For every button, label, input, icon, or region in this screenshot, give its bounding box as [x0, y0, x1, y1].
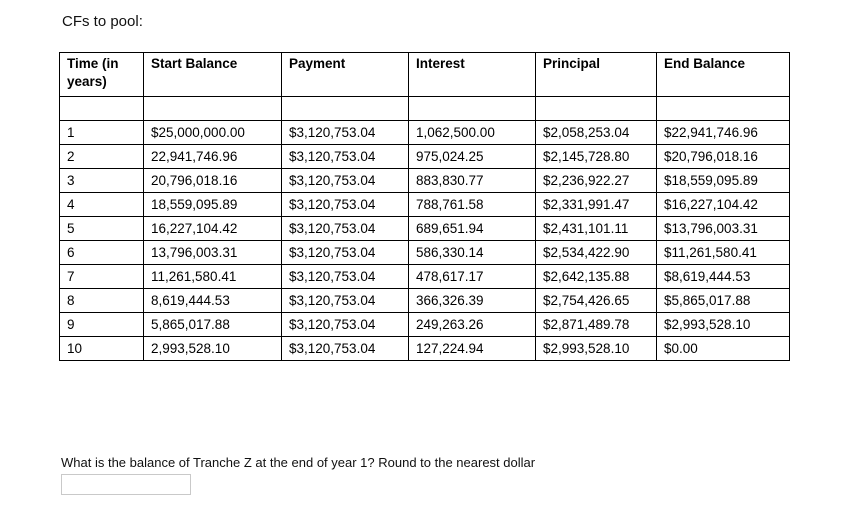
table-cell: $11,261,580.41	[656, 240, 790, 265]
empty-cell	[59, 96, 144, 121]
empty-cell	[408, 96, 536, 121]
table-body: 1 $25,000,000.00 $3,120,753.04 1,062,500.00…	[59, 96, 790, 361]
table-cell: $2,431,101.11	[535, 216, 657, 241]
table-cell: $2,754,426.65	[535, 288, 657, 313]
table-row: 4 18,559,095.89 $3,120,753.04 788,761.58 $2,…	[59, 192, 790, 217]
table-cell: 18,559,095.89	[143, 192, 282, 217]
table-cell: $2,236,922.27	[535, 168, 657, 193]
table-cell: 689,651.94	[408, 216, 536, 241]
table-cell: 2	[59, 144, 144, 169]
question-text: What is the balance of Tranche Z at the …	[61, 455, 536, 470]
empty-cell	[535, 96, 657, 121]
table-cell: 883,830.77	[408, 168, 536, 193]
table-cell: 788,761.58	[408, 192, 536, 217]
table-row: 9 5,865,017.88 $3,120,753.04 249,263.26 $2,8…	[59, 312, 790, 337]
table-cell: 975,024.25	[408, 144, 536, 169]
table-cell: 1,062,500.00	[408, 120, 536, 145]
table-cell: $2,993,528.10	[656, 312, 790, 337]
table-cell: $2,642,135.88	[535, 264, 657, 289]
table-cell: $3,120,753.04	[281, 264, 409, 289]
header-cell: Principal	[535, 52, 657, 97]
table-cell: $16,227,104.42	[656, 192, 790, 217]
table-cell: 5,865,017.88	[143, 312, 282, 337]
table-cell: 2,993,528.10	[143, 336, 282, 361]
table-cell: $5,865,017.88	[656, 288, 790, 313]
cashflow-table: Time (in years) Start Balance Payment Inter…	[59, 52, 790, 361]
table-cell: $18,559,095.89	[656, 168, 790, 193]
table-empty-row	[59, 96, 790, 121]
table-cell: $0.00	[656, 336, 790, 361]
table-cell: $3,120,753.04	[281, 288, 409, 313]
table-cell: 11,261,580.41	[143, 264, 282, 289]
header-cell: Interest	[408, 52, 536, 97]
header-cell: Payment	[281, 52, 409, 97]
table-header-row: Time (in years) Start Balance Payment Inter…	[59, 52, 790, 97]
table-cell: 127,224.94	[408, 336, 536, 361]
table-cell: $3,120,753.04	[281, 144, 409, 169]
table-row: 10 2,993,528.10 $3,120,753.04 127,224.94 $2,…	[59, 336, 790, 361]
table-cell: $3,120,753.04	[281, 216, 409, 241]
table-row: 5 16,227,104.42 $3,120,753.04 689,651.94 $2,…	[59, 216, 790, 241]
table-row: 8 8,619,444.53 $3,120,753.04 366,326.39 $2,7…	[59, 288, 790, 313]
table-cell: $2,145,728.80	[535, 144, 657, 169]
table-cell: 13,796,003.31	[143, 240, 282, 265]
table-cell: $2,871,489.78	[535, 312, 657, 337]
table-cell: 586,330.14	[408, 240, 536, 265]
table-cell: 249,263.26	[408, 312, 536, 337]
table-cell: 7	[59, 264, 144, 289]
table-cell: $20,796,018.16	[656, 144, 790, 169]
header-cell: Time (in years)	[59, 52, 144, 97]
table-cell: $8,619,444.53	[656, 264, 790, 289]
table-cell: 9	[59, 312, 144, 337]
table-cell: 366,326.39	[408, 288, 536, 313]
table-cell: 1	[59, 120, 144, 145]
table-cell: $2,534,422.90	[535, 240, 657, 265]
table-header: Time (in years) Start Balance Payment Inter…	[59, 52, 790, 97]
table-cell: $25,000,000.00	[143, 120, 282, 145]
table-cell: $13,796,003.31	[656, 216, 790, 241]
table-cell: 22,941,746.96	[143, 144, 282, 169]
header-cell: Start Balance	[143, 52, 282, 97]
table-cell: $3,120,753.04	[281, 120, 409, 145]
table-row: 6 13,796,003.31 $3,120,753.04 586,330.14 $2,…	[59, 240, 790, 265]
table-cell: 4	[59, 192, 144, 217]
table-cell: $2,993,528.10	[535, 336, 657, 361]
table-cell: $3,120,753.04	[281, 312, 409, 337]
empty-cell	[656, 96, 790, 121]
table-row: 3 20,796,018.16 $3,120,753.04 883,830.77 $2,…	[59, 168, 790, 193]
table-cell: $2,058,253.04	[535, 120, 657, 145]
table-cell: 6	[59, 240, 144, 265]
table-cell: 5	[59, 216, 144, 241]
table-cell: 20,796,018.16	[143, 168, 282, 193]
table-cell: 478,617.17	[408, 264, 536, 289]
empty-cell	[143, 96, 282, 121]
table-row: 7 11,261,580.41 $3,120,753.04 478,617.17 $2,…	[59, 264, 790, 289]
table-cell: $3,120,753.04	[281, 240, 409, 265]
table-cell: 16,227,104.42	[143, 216, 282, 241]
table-row: 1 $25,000,000.00 $3,120,753.04 1,062,500.00…	[59, 120, 790, 145]
table-cell: 8,619,444.53	[143, 288, 282, 313]
table-cell: $3,120,753.04	[281, 192, 409, 217]
table-cell: $22,941,746.96	[656, 120, 790, 145]
table-cell: $3,120,753.04	[281, 336, 409, 361]
empty-cell	[281, 96, 409, 121]
table-row: 2 22,941,746.96 $3,120,753.04 975,024.25 $2,…	[59, 144, 790, 169]
table-cell: 10	[59, 336, 144, 361]
table-cell: $3,120,753.04	[281, 168, 409, 193]
header-cell: End Balance	[656, 52, 790, 97]
page-title: CFs to pool:	[62, 13, 143, 30]
table-cell: $2,331,991.47	[535, 192, 657, 217]
table-cell: 8	[59, 288, 144, 313]
table-cell: 3	[59, 168, 144, 193]
answer-input[interactable]	[61, 474, 191, 495]
